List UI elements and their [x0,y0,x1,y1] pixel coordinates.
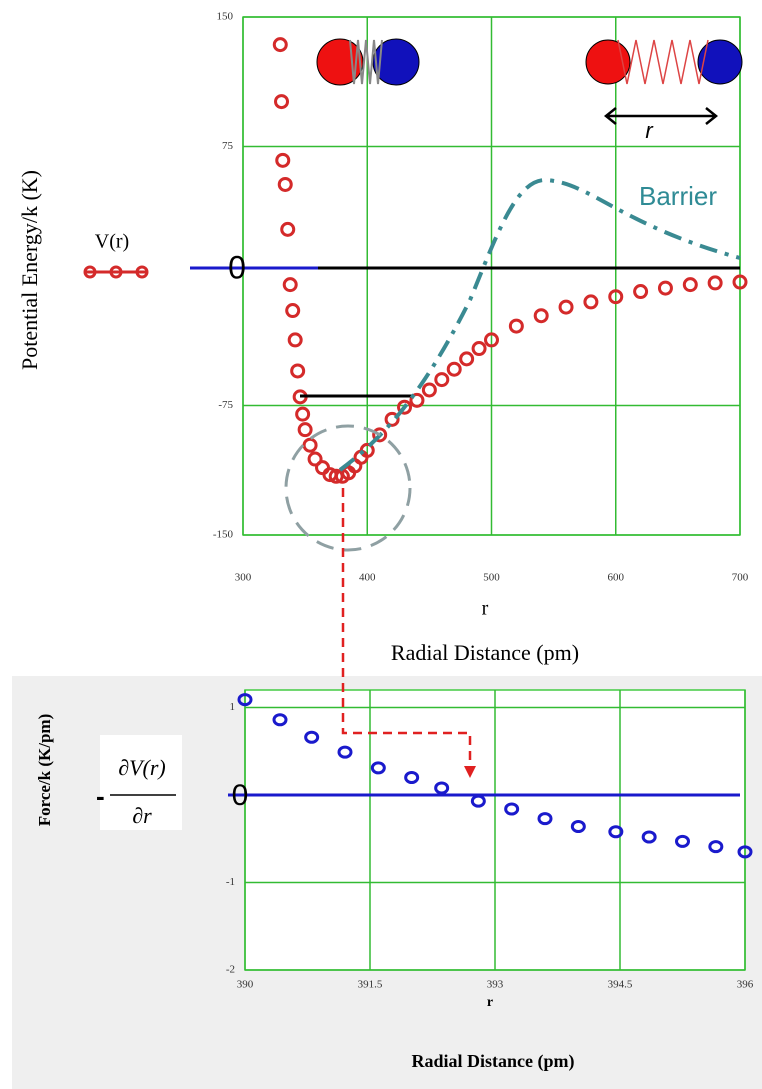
data-point [471,341,487,357]
legend-box [100,735,182,830]
data-point [657,280,673,296]
data-point [608,289,624,305]
x-tick-label: 396 [737,979,754,991]
molecule-stretched [585,39,743,125]
data-point [504,802,520,816]
y-tick-label: 150 [217,11,234,23]
data-point [641,830,657,844]
data-point [434,781,450,795]
data-point [446,361,462,377]
data-point [608,825,624,839]
y-tick-label: -150 [213,529,234,541]
zero-label-lower: 0 [232,779,249,812]
data-point [708,840,724,854]
plots: 300 400 500 600 700 -150 -75 75 150 390 391.5 393 39… [213,11,754,991]
data-point [290,363,306,379]
y-tick-label: -2 [226,964,235,976]
y-tick-label: 1 [230,701,236,713]
x-tick-label: 500 [483,572,500,584]
data-point [421,382,437,398]
x-tick-label: 300 [235,572,252,584]
data-point [459,351,475,367]
data-point [508,318,524,334]
data-point [337,745,353,759]
data-point [272,713,288,727]
x-tick-label: 391.5 [358,979,383,991]
x-tick-label: 393 [487,979,504,991]
data-point [280,221,296,237]
y-tick-label: 75 [222,140,234,152]
x-tick-label: 390 [237,979,254,991]
x-axis-label: Radial Distance (pm) [391,640,579,665]
legend-sign: - [96,781,105,811]
minimum-circle [284,424,412,552]
data-point [409,392,425,408]
data-point [707,275,723,291]
data-point [275,152,291,168]
x-axis-symbol-lower: r [487,995,493,1010]
data-point [384,411,400,427]
data-point [434,372,450,388]
data-point [272,37,288,53]
x-axis-symbol: r [482,598,489,620]
x-axis-label-lower: Radial Distance (pm) [412,1051,575,1072]
barrier-label: Barrier [639,181,717,211]
data-point [583,294,599,310]
data-point [285,303,301,319]
data-point [287,332,303,348]
data-point [404,771,420,784]
data-point [304,730,320,744]
y-axis-label-lower: Force/k (K/pm) [35,714,54,827]
data-point [533,308,549,324]
molecule-compressed [316,38,420,86]
data-point [302,437,318,453]
data-point [558,299,574,315]
zero-label: 0 [228,249,246,285]
data-point [682,277,698,293]
link-arrow [341,488,472,770]
data-point [297,422,313,438]
y-tick-label: -75 [218,399,233,411]
link-arrowhead [464,766,476,778]
data-point [282,277,298,293]
r-label: r [645,118,654,143]
barrier-curve [338,177,741,472]
data-point [295,406,311,422]
data-point [274,94,290,110]
x-tick-label: 700 [732,572,749,584]
data-point [675,834,690,848]
legend-numerator: ∂V(r) [118,755,166,780]
y-tick-label: -1 [226,876,235,888]
legend-label: V(r) [95,231,129,253]
data-point [370,761,386,775]
data-point [570,820,586,833]
data-point [484,332,499,348]
x-tick-label: 400 [359,572,376,584]
data-point [237,693,253,707]
legend-denominator: ∂r [132,803,152,828]
legend-swatch [83,265,149,279]
data-point [737,845,753,859]
data-point [277,176,293,192]
data-point [372,427,388,443]
x-tick-label: 600 [608,572,625,584]
data-point [732,274,748,290]
data-point [307,451,323,467]
data-point [397,399,413,415]
data-point [537,812,553,826]
x-tick-label: 394.5 [608,979,633,991]
y-axis-label: Potential Energy/k (K) [17,170,42,370]
data-point [633,284,649,300]
